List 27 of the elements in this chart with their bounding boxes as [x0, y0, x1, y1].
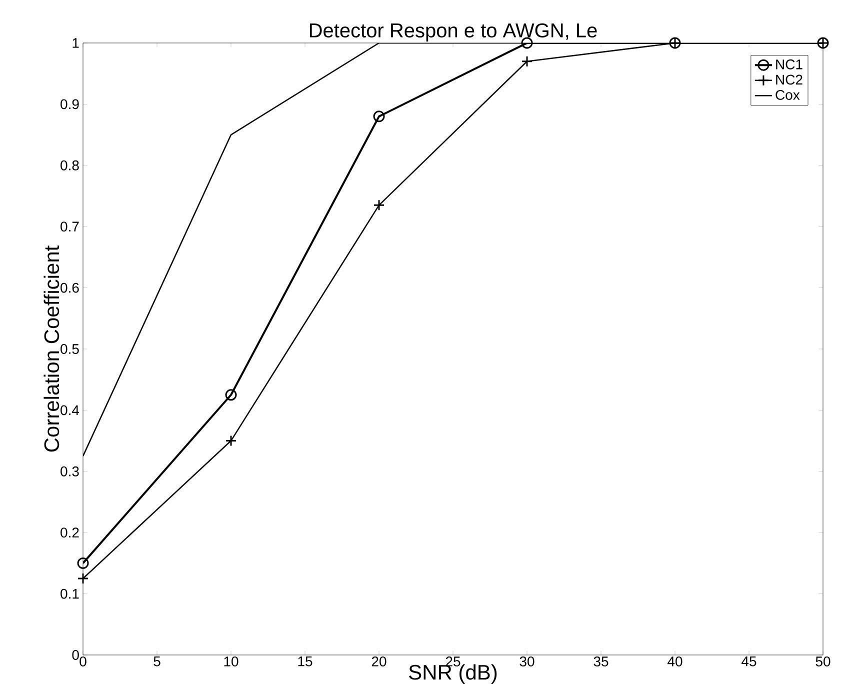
legend-label: NC2: [776, 74, 802, 85]
x-tick-label: 45: [742, 656, 756, 666]
x-tick-label: 40: [668, 656, 682, 666]
y-tick-label: 0.7: [60, 222, 79, 232]
y-tick-label: 0.5: [60, 344, 79, 354]
y-tick-label: 0.2: [60, 528, 79, 538]
y-tick-label: 0.1: [60, 588, 79, 599]
chart-title: Detector Respon e to AWGN, Le: [310, 23, 597, 42]
y-tick-label: 0.8: [60, 160, 79, 170]
y-tick-label: 0: [72, 650, 79, 660]
x-tick-label: 25: [446, 656, 460, 666]
x-tick-label: 0: [80, 656, 86, 666]
x-tick-label: 30: [520, 656, 534, 666]
x-tick-label: 35: [594, 656, 608, 666]
y-tick-label: 0.9: [60, 99, 79, 110]
x-tick-label: 50: [816, 656, 830, 666]
y-axis-title: Correlation Coefficient: [44, 245, 60, 452]
y-tick-label: 0.3: [60, 466, 79, 476]
legend-label: NC1: [776, 59, 802, 70]
x-tick-label: 15: [298, 656, 312, 666]
y-tick-label: 0.4: [60, 405, 80, 416]
y-tick-label: 1: [72, 38, 79, 48]
legend-label: Cox: [776, 90, 800, 100]
x-tick-label: 10: [224, 656, 238, 666]
x-tick-label: 20: [372, 656, 386, 666]
y-tick-label: 0.6: [60, 282, 79, 293]
x-tick-label: 5: [154, 656, 160, 666]
